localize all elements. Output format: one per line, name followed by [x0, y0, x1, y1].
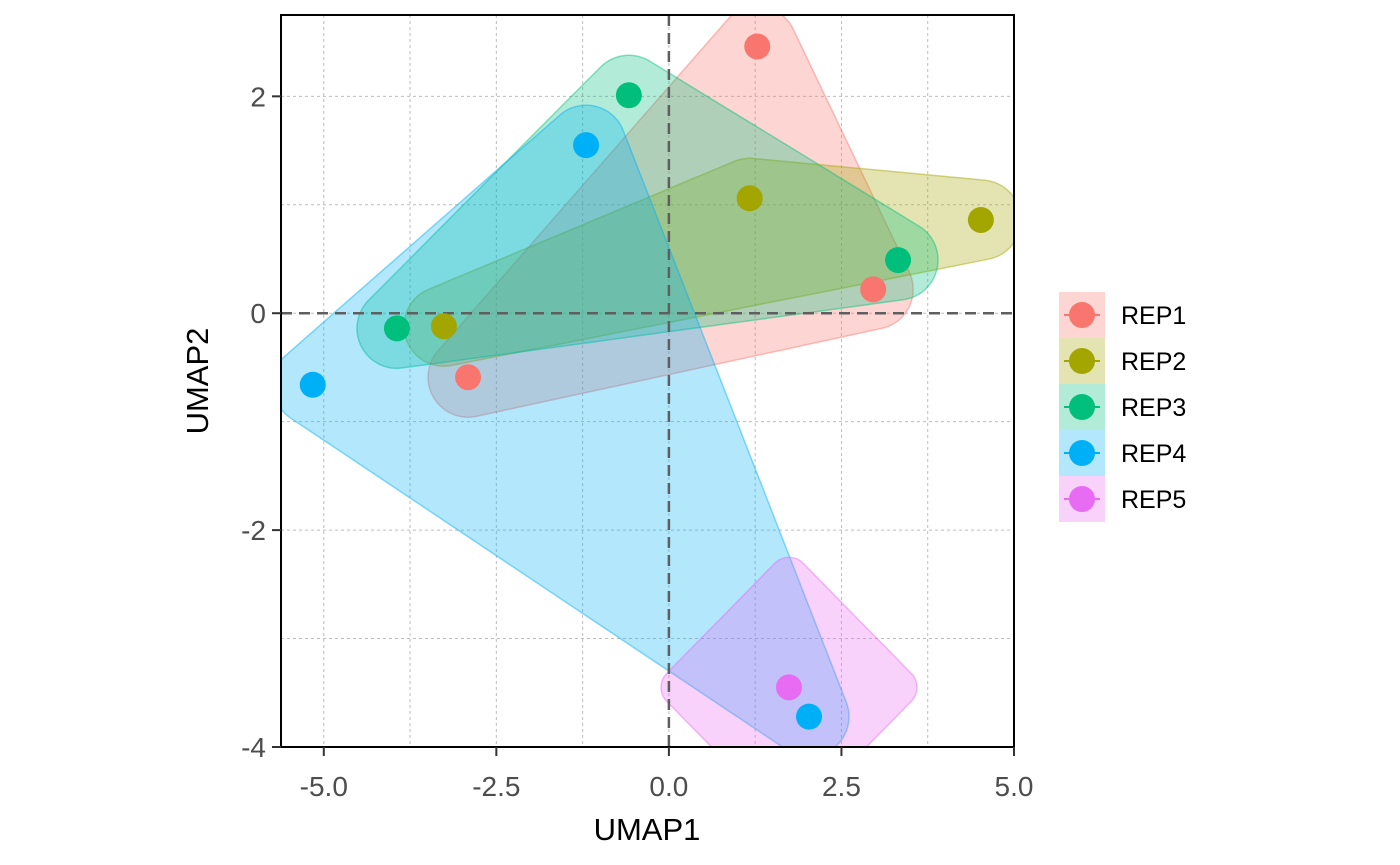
y-tick-label: -4: [241, 732, 266, 763]
point-rep1: [455, 364, 482, 391]
legend-item-rep2: REP2: [1059, 338, 1186, 384]
x-tick-label: 5.0: [995, 771, 1034, 802]
x-tick-label: -2.5: [472, 771, 520, 802]
x-axis: -5.0 -2.5 0.0 2.5 5.0: [300, 747, 1034, 802]
hull-rep5: [660, 556, 918, 747]
legend-key-point: [1069, 440, 1095, 466]
legend-key-point: [1069, 348, 1095, 374]
y-tick-label: 2: [250, 81, 266, 112]
point-rep5: [775, 674, 802, 701]
panel-border: [280, 14, 1015, 748]
legend-item-rep3: REP3: [1059, 384, 1186, 430]
x-tick-label: -5.0: [300, 771, 348, 802]
legend-item-rep5: REP5: [1059, 476, 1186, 522]
y-tick-label: 0: [250, 298, 266, 329]
legend-key-point: [1069, 394, 1095, 420]
point-rep2: [967, 206, 994, 233]
reference-lines: [281, 15, 1014, 747]
legend-label: REP2: [1121, 348, 1186, 376]
point-rep1: [744, 33, 771, 60]
hull-rep4: [281, 104, 850, 747]
legend-label: REP1: [1121, 302, 1186, 330]
legend: REP1 REP2 REP3 REP4 REP5: [1059, 292, 1186, 522]
point-rep2: [430, 313, 457, 340]
hull-rep1: [427, 15, 914, 418]
legend-key-point: [1069, 302, 1095, 328]
legend-item-rep4: REP4: [1059, 430, 1186, 476]
point-rep1: [860, 276, 887, 303]
data-points: [299, 33, 994, 730]
hull-rep3: [356, 54, 939, 370]
legend-label: REP4: [1121, 440, 1186, 468]
legend-key-point: [1069, 486, 1095, 512]
point-rep3: [615, 82, 642, 109]
point-rep3: [383, 315, 410, 342]
y-tick-label: -2: [241, 515, 266, 546]
point-rep4: [573, 132, 600, 159]
y-axis-title: UMAP2: [180, 328, 215, 435]
x-axis-title: UMAP1: [594, 812, 701, 847]
y-axis: 2 0 -2 -4: [241, 81, 281, 763]
point-rep3: [885, 247, 912, 274]
point-rep2: [736, 185, 763, 212]
point-rep4: [299, 371, 326, 398]
x-tick-label: 2.5: [822, 771, 861, 802]
x-tick-label: 0.0: [649, 771, 688, 802]
legend-label: REP5: [1121, 486, 1186, 514]
point-rep4: [796, 703, 823, 730]
legend-item-rep1: REP1: [1059, 292, 1186, 338]
legend-label: REP3: [1121, 394, 1186, 422]
